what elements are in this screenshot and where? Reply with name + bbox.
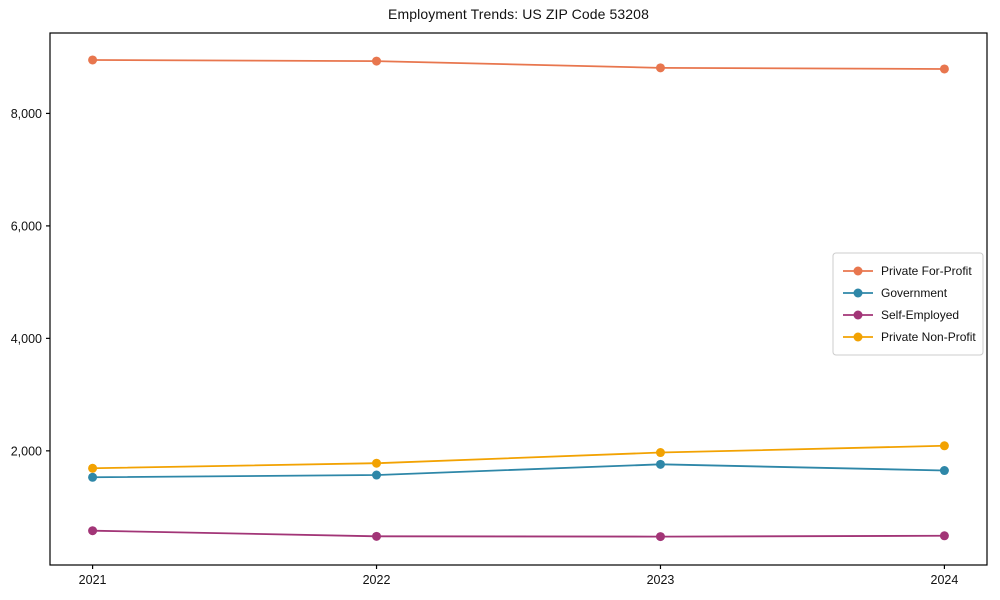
series-line-government bbox=[92, 463, 945, 479]
x-tick-label: 2023 bbox=[647, 573, 675, 587]
legend-item-label: Self-Employed bbox=[881, 308, 959, 322]
data-point-private-non-profit bbox=[372, 458, 382, 468]
data-point-government bbox=[372, 470, 382, 480]
data-point-private-non-profit bbox=[655, 448, 665, 458]
data-point-private-for-profit bbox=[372, 56, 382, 66]
data-point-self-employed bbox=[372, 531, 382, 541]
data-point-private-for-profit bbox=[939, 64, 949, 74]
legend-marker-icon bbox=[853, 266, 863, 276]
x-tick-label: 2022 bbox=[363, 573, 391, 587]
y-tick-label: 2,000 bbox=[11, 444, 42, 458]
data-point-private-for-profit bbox=[88, 55, 98, 65]
legend-item-label: Government bbox=[881, 286, 948, 300]
y-tick-label: 6,000 bbox=[11, 219, 42, 233]
plot-frame bbox=[49, 32, 988, 566]
legend: Private For-Profit Government Self-Employe… bbox=[832, 252, 984, 356]
data-point-self-employed bbox=[655, 532, 665, 542]
data-point-private-non-profit bbox=[939, 441, 949, 451]
data-point-government bbox=[939, 466, 949, 476]
data-point-government bbox=[88, 472, 98, 482]
x-tick-label: 2021 bbox=[79, 573, 107, 587]
data-point-self-employed bbox=[939, 531, 949, 541]
x-tick-label: 2024 bbox=[931, 573, 959, 587]
y-tick-label: 4,000 bbox=[11, 332, 42, 346]
data-point-private-non-profit bbox=[88, 463, 98, 473]
legend-item-label: Private For-Profit bbox=[881, 264, 972, 278]
legend-marker-icon bbox=[853, 288, 863, 298]
legend-marker-icon bbox=[853, 310, 863, 320]
data-point-private-for-profit bbox=[655, 63, 665, 73]
series-line-self-employed bbox=[92, 529, 945, 538]
series-line-private-non-profit bbox=[92, 444, 945, 470]
data-point-self-employed bbox=[88, 526, 98, 536]
data-point-government bbox=[655, 459, 665, 469]
legend-marker-icon bbox=[853, 332, 863, 342]
chart-title: Employment Trends: US ZIP Code 53208 bbox=[388, 6, 649, 22]
series-line-private-for-profit bbox=[92, 59, 945, 70]
legend-item-label: Private Non-Profit bbox=[881, 330, 976, 344]
legend-box bbox=[832, 252, 984, 356]
y-tick-label: 8,000 bbox=[11, 107, 42, 121]
